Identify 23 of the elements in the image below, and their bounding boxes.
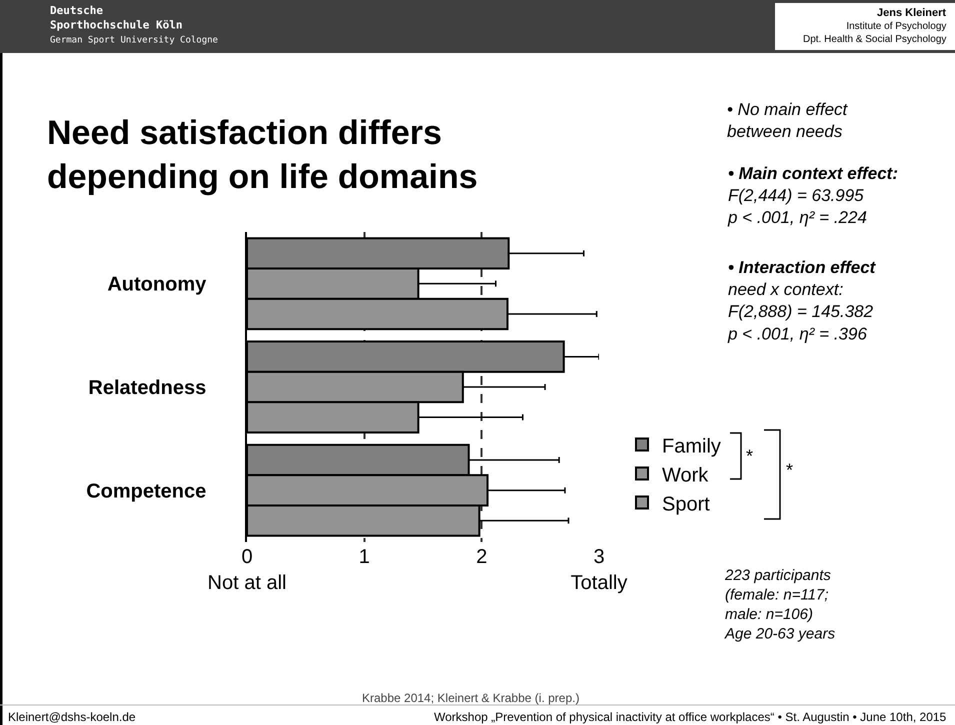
text: * (786, 460, 794, 480)
text: 223 participants (female: n=117; male: n=106) Age 20-63 years (724, 567, 836, 642)
text: • Interaction effect need x context: F(2,888) = 145.382 p < .001, η² = .396 (727, 258, 877, 344)
x-tick-label: 1 (358, 546, 370, 568)
y-tick-label: Relatedness (88, 377, 206, 399)
text: Workshop „Prevention of physical inactivity at office workplaces“ • St. Augustin • June 10th, 2015 (434, 710, 947, 724)
text: • Main context effect: F(2,444) = 63.995 p < .001, η² = .224 (727, 164, 898, 228)
text: • No main effect between needs (727, 100, 849, 142)
chart-title: Need satisfaction differs depending on life domains (47, 114, 478, 196)
y-tick-label: Competence (86, 480, 206, 502)
text: Krabbe 2014; Kleinert & Krabbe (i. prep.) (362, 691, 580, 705)
text: Deutsche Sporthochschule Köln German Sport University Cologne (50, 4, 218, 46)
text: Institute of Psychology Dpt. Health & Social Psychology (803, 21, 946, 45)
y-tick-label: Autonomy (107, 274, 208, 296)
text: Kleinert@dshs-koeln.de (8, 710, 136, 724)
text: Jens Kleinert (877, 7, 946, 19)
legend-label: Work (662, 464, 710, 486)
legend-label: Family (662, 435, 721, 458)
legend-label: Sport (662, 493, 710, 516)
text: * (746, 446, 754, 466)
x-tick-label: 3 Totally (570, 546, 628, 594)
x-tick-label: 2 (476, 546, 488, 568)
x-tick-label: 0 Not at all (208, 546, 286, 594)
